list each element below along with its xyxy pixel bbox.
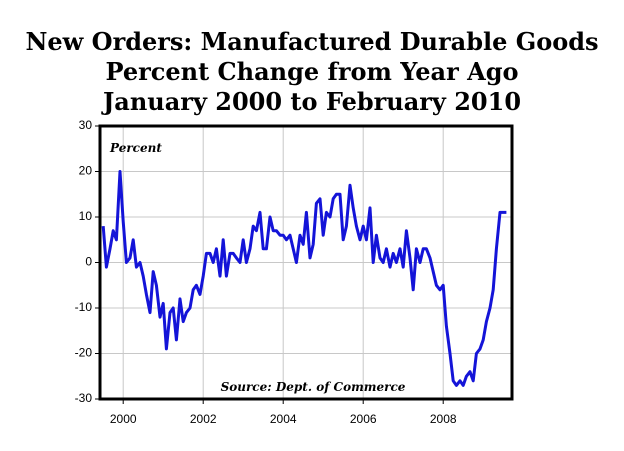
data-line [101,170,507,387]
y-tick-label: -10 [75,300,93,314]
plot [101,170,507,387]
x-tick-label: 2002 [190,412,217,426]
axis-label: Percent [109,141,162,155]
y-tick-label: -20 [75,346,93,360]
chart-title: New Orders: Manufactured Durable Goods [25,27,598,56]
x-tick-label: 2000 [110,412,137,426]
chart-title: January 2000 to February 2010 [101,87,521,116]
chart-title: Percent Change from Year Ago [105,57,518,86]
grid [95,125,512,404]
x-tick-label: 2004 [270,412,297,426]
y-tick-label: 10 [79,209,93,223]
y-tick-label: 30 [79,118,93,132]
y-tick-label: -30 [75,391,93,405]
x-tick-label: 2008 [430,412,457,426]
x-tick-label: 2006 [350,412,377,426]
source-note: Source: Dept. of Commerce [221,380,406,394]
plot-frame [98,124,514,401]
y-tick-label: 20 [79,164,93,178]
y-tick-label: 0 [85,255,92,269]
